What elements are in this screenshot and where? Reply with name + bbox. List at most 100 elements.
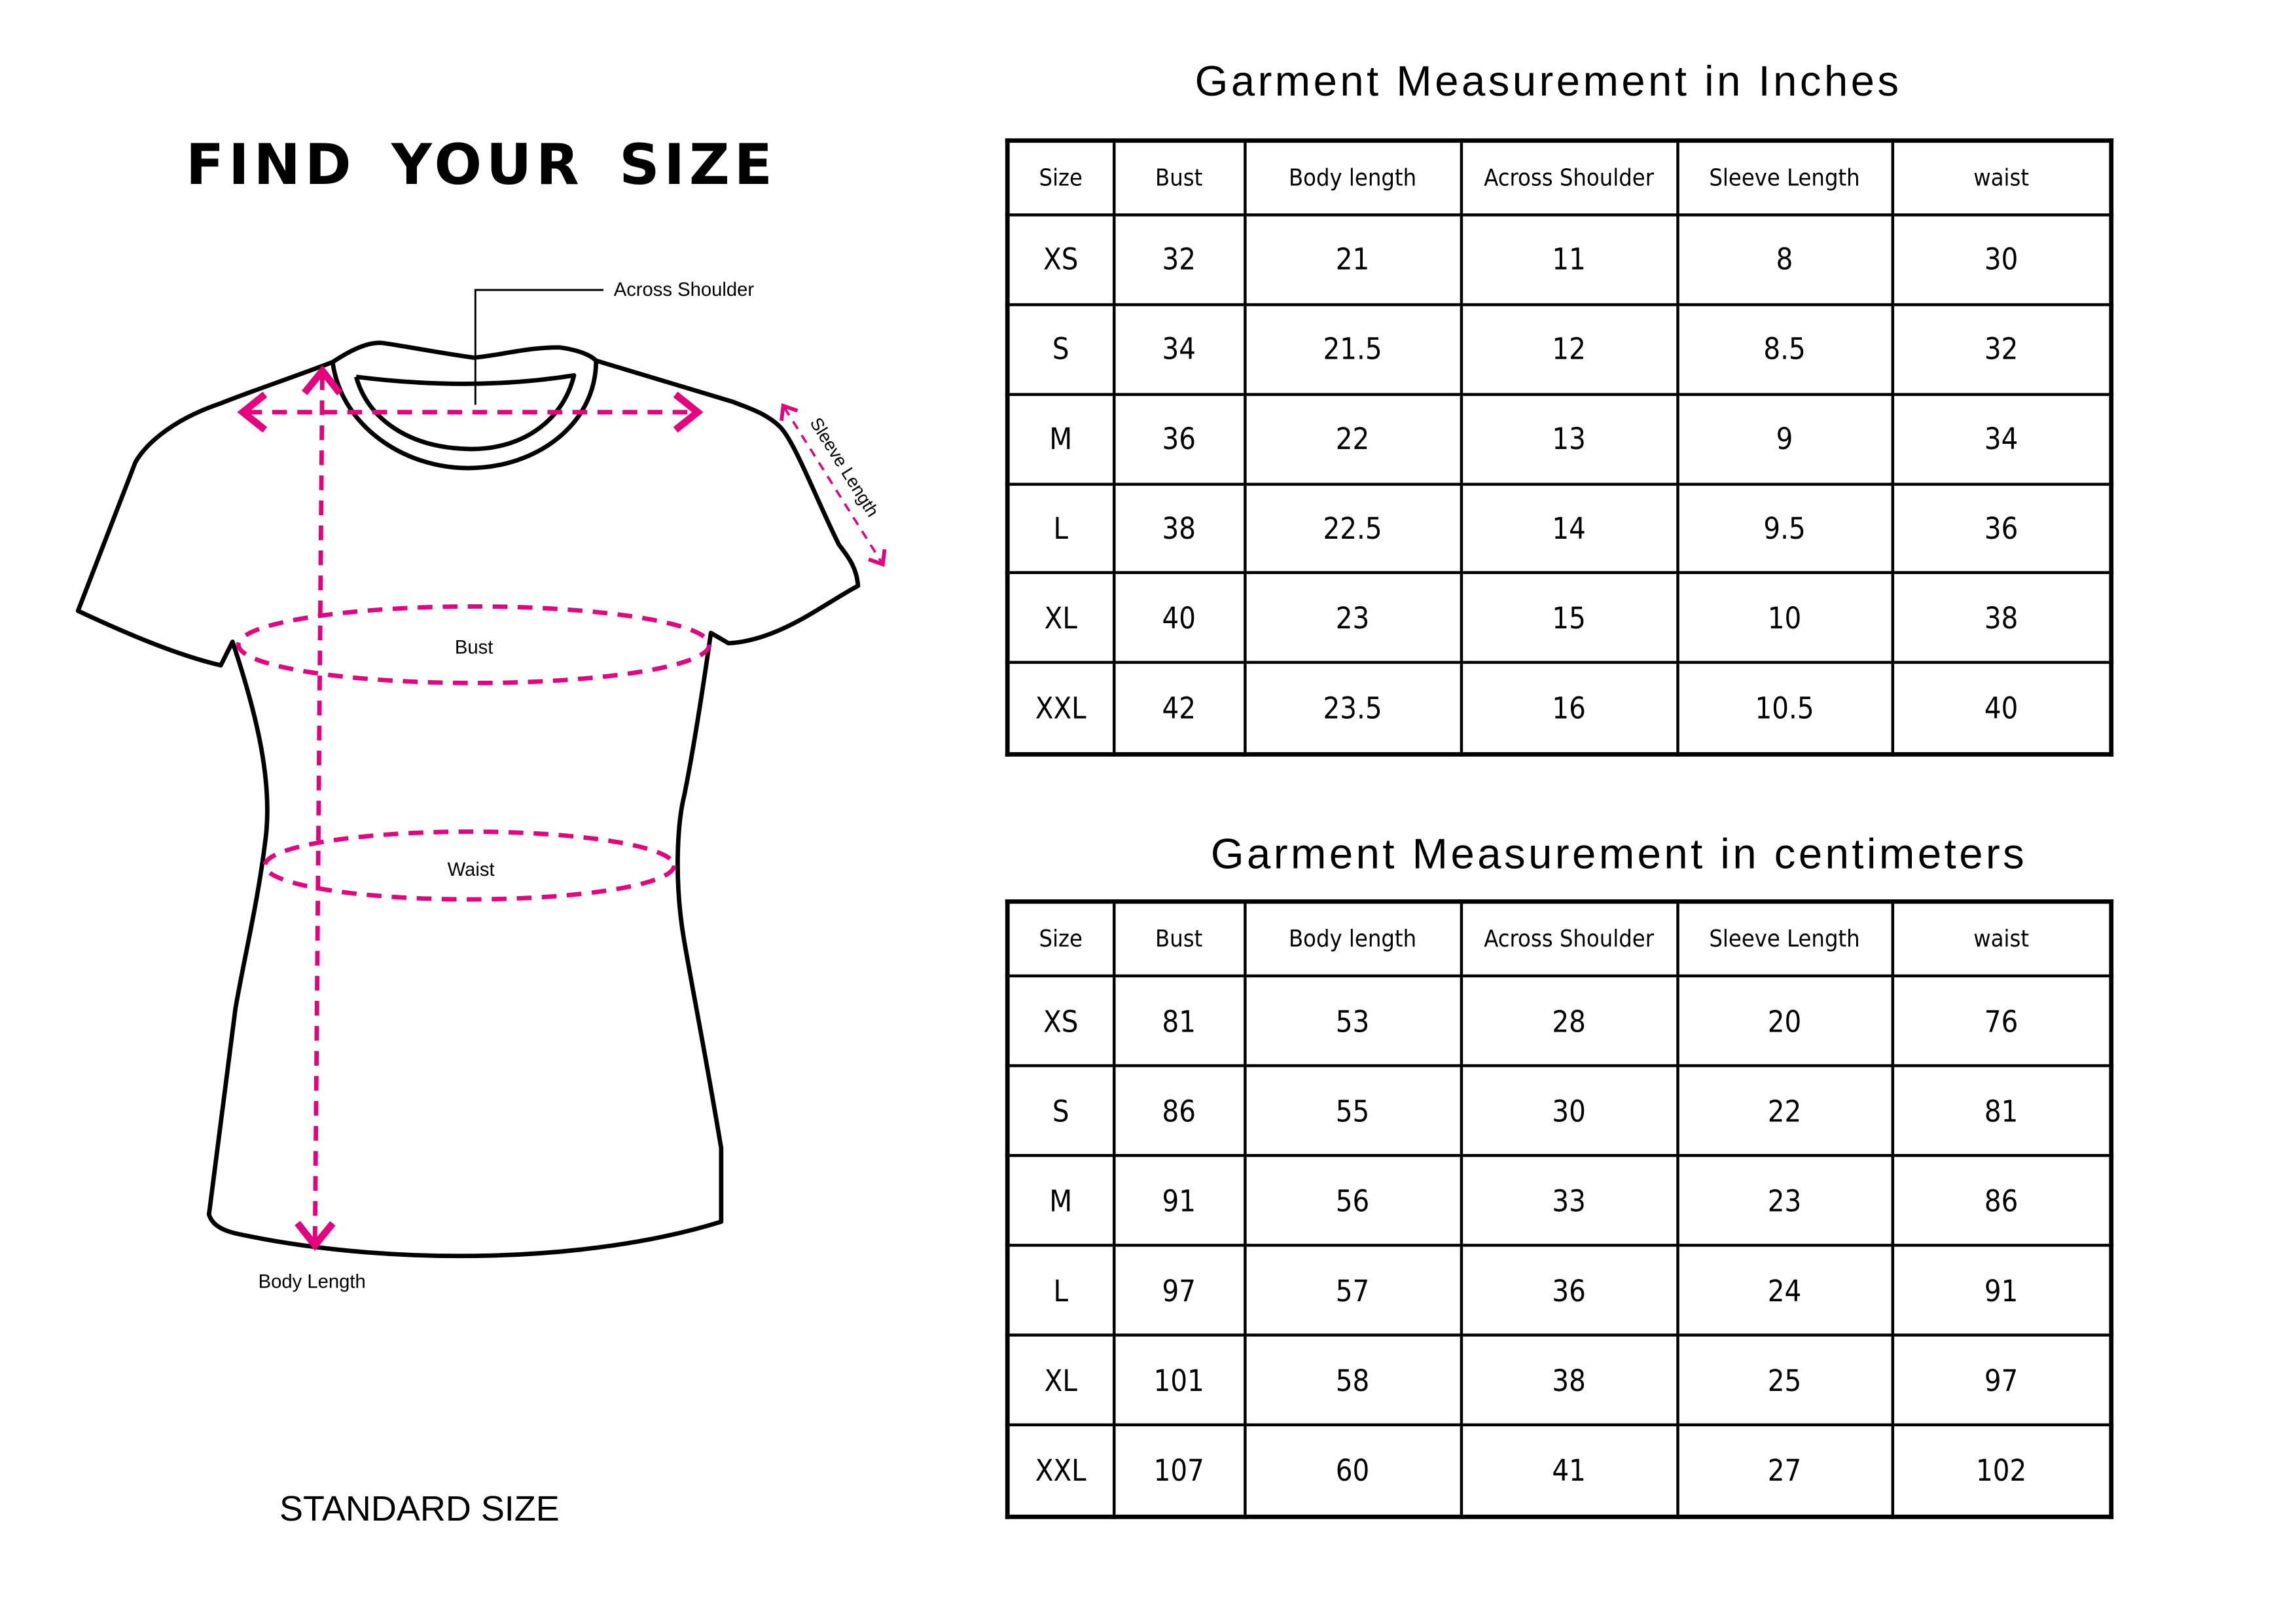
column-header: Across Shoulder [1459,900,1679,978]
table-cell: L [1005,482,1115,575]
table-cell: 23.5 [1243,661,1463,756]
table-cell: 86 [1111,1064,1246,1157]
table-cell: M [1005,1154,1115,1247]
table-cell: 86 [1890,1154,2113,1247]
table-cell: XL [1005,571,1115,665]
table-cell: 30 [1459,1064,1679,1157]
centimeters-table-title: Garment Measurement in centimeters [1210,831,2028,879]
table-cell: 101 [1111,1333,1246,1427]
column-header: waist [1890,139,2113,217]
table-cell: 91 [1111,1154,1246,1247]
table-cell: 34 [1111,302,1246,396]
table-row: XL 40 23 15 10 38 [1005,571,2113,665]
table-cell: 102 [1890,1423,2113,1519]
table-cell: 21.5 [1243,302,1463,396]
table-cell: 28 [1459,974,1679,1068]
table-row: M 36 22 13 9 34 [1005,392,2113,486]
column-header: Body length [1243,139,1463,217]
table-cell: 23 [1676,1154,1893,1247]
table-cell: 32 [1111,213,1246,306]
table-cell: 20 [1676,974,1893,1068]
table-cell: S [1005,302,1115,396]
table-row: XL 101 58 38 25 97 [1005,1333,2113,1427]
column-header: Bust [1111,900,1246,978]
table-cell: XS [1005,974,1115,1068]
table-cell: XL [1005,1333,1115,1427]
find-your-size-title: FIND YOUR SIZE [185,132,777,198]
table-cell: 21 [1243,213,1463,306]
table-cell: 56 [1243,1154,1463,1247]
table-cell: 38 [1111,482,1246,575]
header-row: Size Bust Body length Across Shoulder Sleeve… [1005,139,2113,217]
table-cell: 24 [1676,1244,1893,1337]
body-length-line [295,365,343,1252]
table-cell: 22.5 [1243,482,1463,575]
column-header: Sleeve Length [1676,139,1893,217]
column-header: waist [1890,900,2113,978]
table-cell: 30 [1890,213,2113,306]
across-shoulder-label: Across Shoulder [614,280,755,300]
table-row: XXL 107 60 41 27 102 [1005,1423,2113,1519]
table-cell: 57 [1243,1244,1463,1337]
bust-label: Bust [455,637,493,658]
table-row: M 91 56 33 23 86 [1005,1154,2113,1247]
table-cell: XXL [1005,661,1115,756]
table-cell: XXL [1005,1423,1115,1519]
table-row: S 86 55 30 22 81 [1005,1064,2113,1157]
table-cell: 36 [1111,392,1246,486]
table-cell: 76 [1890,974,2113,1068]
column-header: Bust [1111,139,1246,217]
table-cell: 32 [1890,302,2113,396]
table-cell: 36 [1890,482,2113,575]
table-row: XXL 42 23.5 16 10.5 40 [1005,661,2113,756]
table-cell: 11 [1459,213,1679,306]
table-cell: 16 [1459,661,1679,756]
column-header: Size [1005,139,1115,217]
table-cell: XS [1005,213,1115,306]
table-cell: 22 [1676,1064,1893,1157]
table-cell: 9 [1676,392,1893,486]
table-cell: 33 [1459,1154,1679,1247]
table-cell: 8.5 [1676,302,1893,396]
header-row: Size Bust Body length Across Shoulder Sleeve… [1005,900,2113,978]
column-header: Sleeve Length [1676,900,1893,978]
table-cell: 107 [1111,1423,1246,1519]
table-cell: 13 [1459,392,1679,486]
table-cell: 58 [1243,1333,1463,1427]
table-cell: 42 [1111,661,1246,756]
table-cell: 22 [1243,392,1463,486]
column-header: Across Shoulder [1459,139,1679,217]
table-cell: 10.5 [1676,661,1893,756]
table-cell: 53 [1243,974,1463,1068]
waist-ellipse [262,829,677,902]
tshirt-outline [75,340,861,1259]
table-row: XS 81 53 28 20 76 [1005,974,2113,1068]
table-cell: S [1005,1064,1115,1157]
table-row: XS 32 21 11 8 30 [1005,213,2113,306]
table-cell: 34 [1890,392,2113,486]
table-cell: 9.5 [1676,482,1893,575]
table-cell: 40 [1111,571,1246,665]
centimeters-size-table: Size Bust Body length Across Shoulder Sleeve… [1005,899,2114,1519]
inches-size-table: Size Bust Body length Across Shoulder Sleeve… [1005,138,2114,757]
column-header: Body length [1243,900,1463,978]
table-cell: 23 [1243,571,1463,665]
table-row: S 34 21.5 12 8.5 32 [1005,302,2113,396]
table-cell: M [1005,392,1115,486]
waist-label: Waist [448,859,495,880]
table-cell: 10 [1676,571,1893,665]
table-cell: 27 [1676,1423,1893,1519]
table-row: L 97 57 36 24 91 [1005,1244,2113,1337]
table-cell: 55 [1243,1064,1463,1157]
table-row: L 38 22.5 14 9.5 36 [1005,482,2113,575]
column-header: Size [1005,900,1115,978]
table-cell: 8 [1676,213,1893,306]
table-cell: 38 [1890,571,2113,665]
table-cell: 40 [1890,661,2113,756]
table-cell: 81 [1111,974,1246,1068]
table-cell: 91 [1890,1244,2113,1337]
across-shoulder-leader [474,289,603,405]
table-cell: 38 [1459,1333,1679,1427]
table-cell: 15 [1459,571,1679,665]
table-cell: 41 [1459,1423,1679,1519]
